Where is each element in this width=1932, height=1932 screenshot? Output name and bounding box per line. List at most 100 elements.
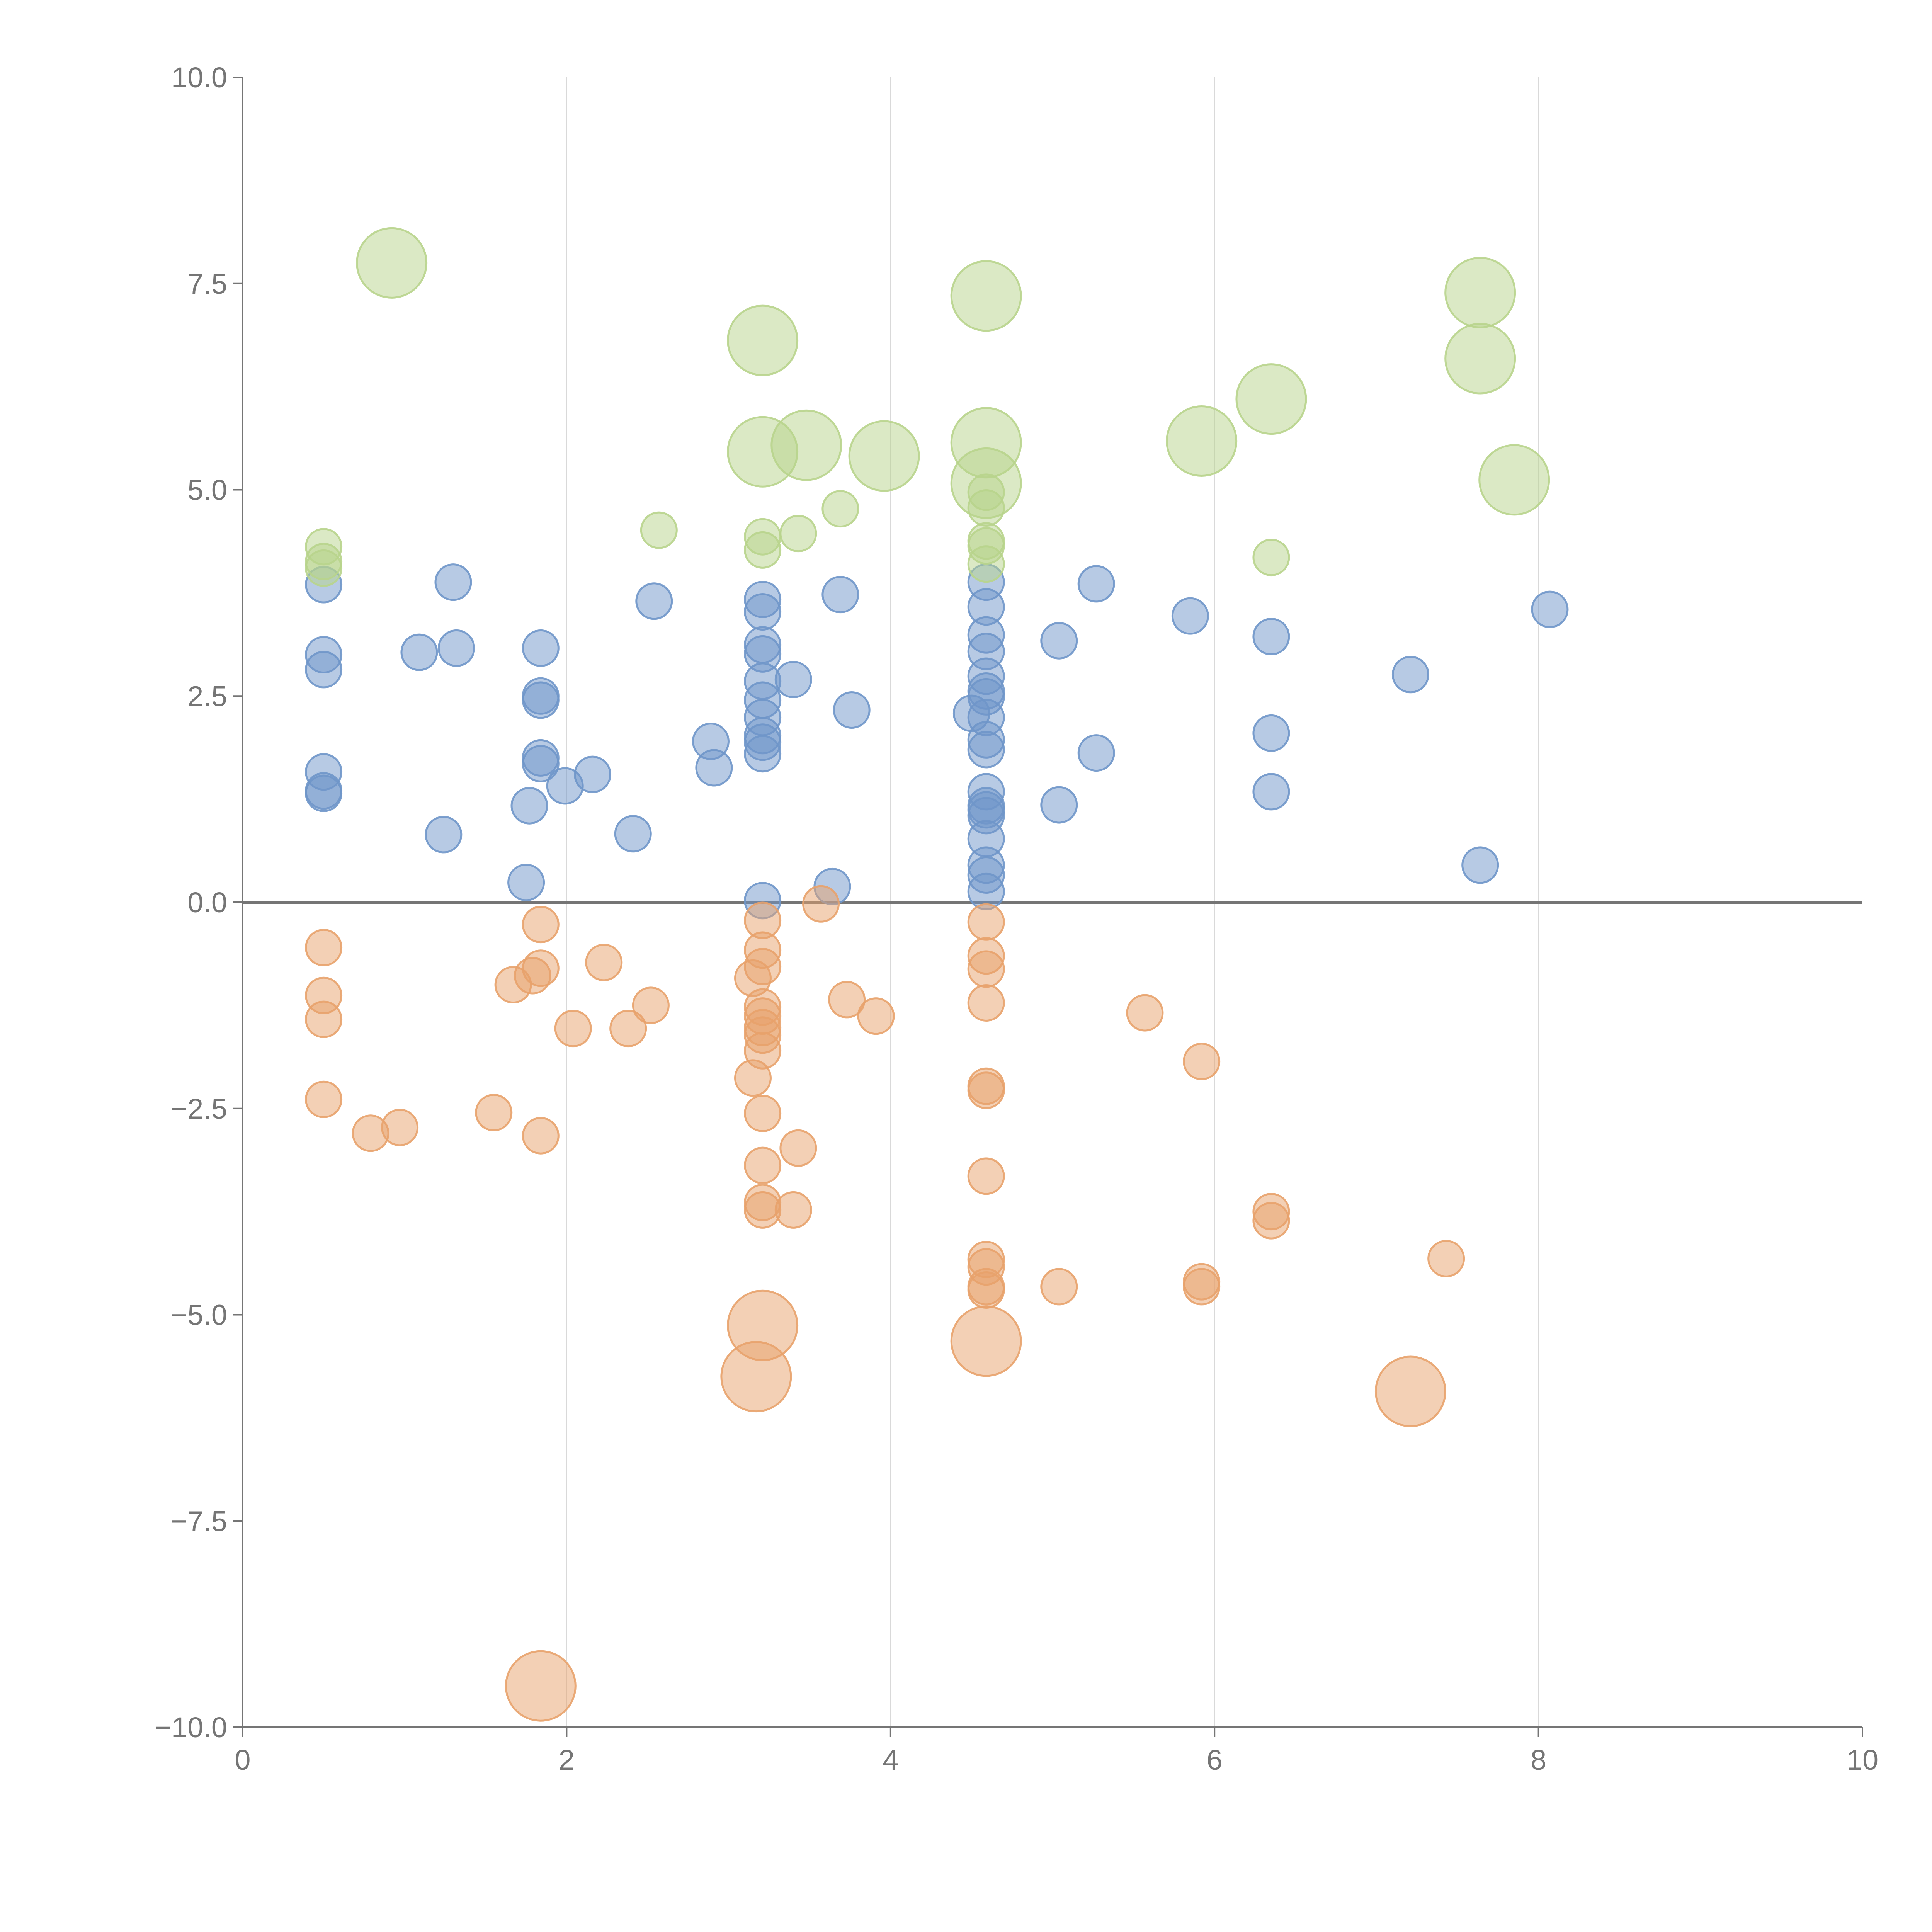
bubble-point-positive[interactable] [1077,734,1115,772]
bubble-point-positive[interactable] [522,629,560,667]
bubble-point-negative[interactable] [774,1191,812,1229]
bubble-point-negative[interactable] [967,984,1005,1022]
bubble-point-positive[interactable] [1040,622,1078,660]
bubble-point-negative[interactable] [522,1117,560,1155]
bubble-point-positive[interactable] [833,691,871,729]
bubble-point-strong-positive[interactable] [1478,444,1550,516]
bubble-point-strong-positive[interactable] [1444,323,1516,395]
y-tick-label: −5.0 [171,1299,227,1331]
bubble-point-negative[interactable] [609,1010,647,1048]
bubble-point-negative[interactable] [1252,1202,1290,1240]
bubble-point-strong-positive[interactable] [967,545,1005,583]
bubble-point-strong-positive[interactable] [305,528,343,566]
bubble-point-positive[interactable] [744,593,782,631]
bubble-point-positive[interactable] [434,563,472,601]
bubble-point-strong-positive[interactable] [779,515,817,553]
bubble-point-negative[interactable] [967,950,1005,988]
bubble-point-negative[interactable] [744,1146,782,1184]
bubble-point-positive[interactable] [507,864,545,901]
bubble-point-negative[interactable] [585,944,623,981]
axes-layer [233,77,1863,1737]
bubble-point-strong-positive[interactable] [821,490,859,528]
bubble-point-negative[interactable] [857,997,895,1035]
bubble-point-positive[interactable] [695,749,733,787]
x-tick-label: 0 [235,1744,250,1776]
bubble-point-negative[interactable] [967,1271,1005,1309]
bubble-point-negative[interactable] [1427,1240,1465,1277]
bubble-point-negative[interactable] [1040,1268,1078,1306]
bubble-point-negative[interactable] [305,1000,343,1038]
bubble-point-positive[interactable] [1531,590,1569,628]
bubble-point-positive[interactable] [305,774,343,812]
bubble-point-positive[interactable] [774,661,812,699]
bubble-point-negative[interactable] [505,1650,577,1722]
bubble-point-positive[interactable] [1461,846,1499,884]
bubble-point-strong-positive[interactable] [770,409,842,481]
y-tick-label: 7.5 [187,268,227,300]
bubble-point-positive[interactable] [522,745,560,782]
y-tick-label: −2.5 [171,1093,227,1125]
bubble-point-strong-positive[interactable] [1166,405,1238,477]
bubble-point-negative[interactable] [967,903,1005,941]
bubble-point-positive[interactable] [425,816,463,854]
bubble-point-negative[interactable] [802,885,840,923]
bubble-point-positive[interactable] [967,731,1005,769]
x-tick-label: 10 [1847,1744,1878,1776]
bubble-point-positive[interactable] [614,815,652,853]
bubble-point-strong-positive[interactable] [1444,257,1516,328]
y-tick-label: −10.0 [155,1711,227,1743]
bubble-point-negative[interactable] [734,1059,772,1097]
bubble-point-negative[interactable] [305,1080,343,1118]
bubble-point-positive[interactable] [635,582,673,620]
bubble-point-negative[interactable] [779,1129,817,1167]
bubble-point-strong-positive[interactable] [727,304,799,376]
bubble-point-strong-positive[interactable] [1252,539,1290,577]
bubble-point-positive[interactable] [1171,597,1209,635]
bubble-point-negative[interactable] [1374,1355,1446,1427]
bubble-point-positive[interactable] [1391,656,1429,694]
bubble-point-negative[interactable] [522,949,560,987]
y-tick-label: 0.0 [187,886,227,918]
bubble-point-strong-positive[interactable] [744,531,782,569]
y-tick-label: 10.0 [172,61,227,94]
bubble-point-positive[interactable] [437,629,475,667]
bubble-point-strong-positive[interactable] [967,489,1005,527]
bubble-point-positive[interactable] [1040,786,1078,824]
bubble-point-positive[interactable] [1252,714,1290,752]
bubble-point-negative[interactable] [305,929,343,966]
bubble-point-positive[interactable] [510,787,548,825]
x-tick-label: 6 [1207,1744,1223,1776]
bubble-point-negative[interactable] [967,1157,1005,1195]
bubble-point-negative[interactable] [950,1305,1022,1377]
bubble-point-negative[interactable] [475,1094,513,1131]
bubble-point-strong-positive[interactable] [356,227,428,299]
bubble-point-negative[interactable] [554,1010,592,1048]
bubble-point-negative[interactable] [828,981,866,1019]
bubble-point-negative[interactable] [381,1109,419,1146]
bubble-point-positive[interactable] [522,681,560,719]
bubble-point-strong-positive[interactable] [1235,363,1307,435]
bubble-point-strong-positive[interactable] [848,420,920,492]
bubble-point-positive[interactable] [1252,618,1290,656]
bubble-point-negative[interactable] [744,1095,782,1133]
bubble-point-positive[interactable] [744,735,782,773]
bubble-point-positive[interactable] [821,576,859,614]
bubble-point-negative[interactable] [720,1341,792,1413]
bubble-point-positive[interactable] [305,651,343,689]
bubble-point-negative[interactable] [1183,1268,1221,1306]
bubble-point-positive[interactable] [1077,565,1115,603]
bubble-point-negative[interactable] [522,906,560,944]
bubble-point-positive[interactable] [1252,773,1290,811]
bubble-point-strong-positive[interactable] [950,260,1022,332]
bubble-point-negative[interactable] [632,986,670,1024]
bubble-point-positive[interactable] [400,633,438,671]
bubble-point-negative[interactable] [1183,1043,1221,1080]
x-tick-label: 8 [1531,1744,1546,1776]
bubble-point-strong-positive[interactable] [640,511,678,549]
bubble-point-positive[interactable] [573,755,611,793]
bubble-point-negative[interactable] [967,1071,1005,1109]
bubble-point-negative[interactable] [1126,994,1164,1032]
tick-labels-layer: 10.0 7.5 5.0 2.5 0.0 −2.5 −5.0 −7.5 −10.00 2 4 6 8 10 [155,61,1878,1776]
